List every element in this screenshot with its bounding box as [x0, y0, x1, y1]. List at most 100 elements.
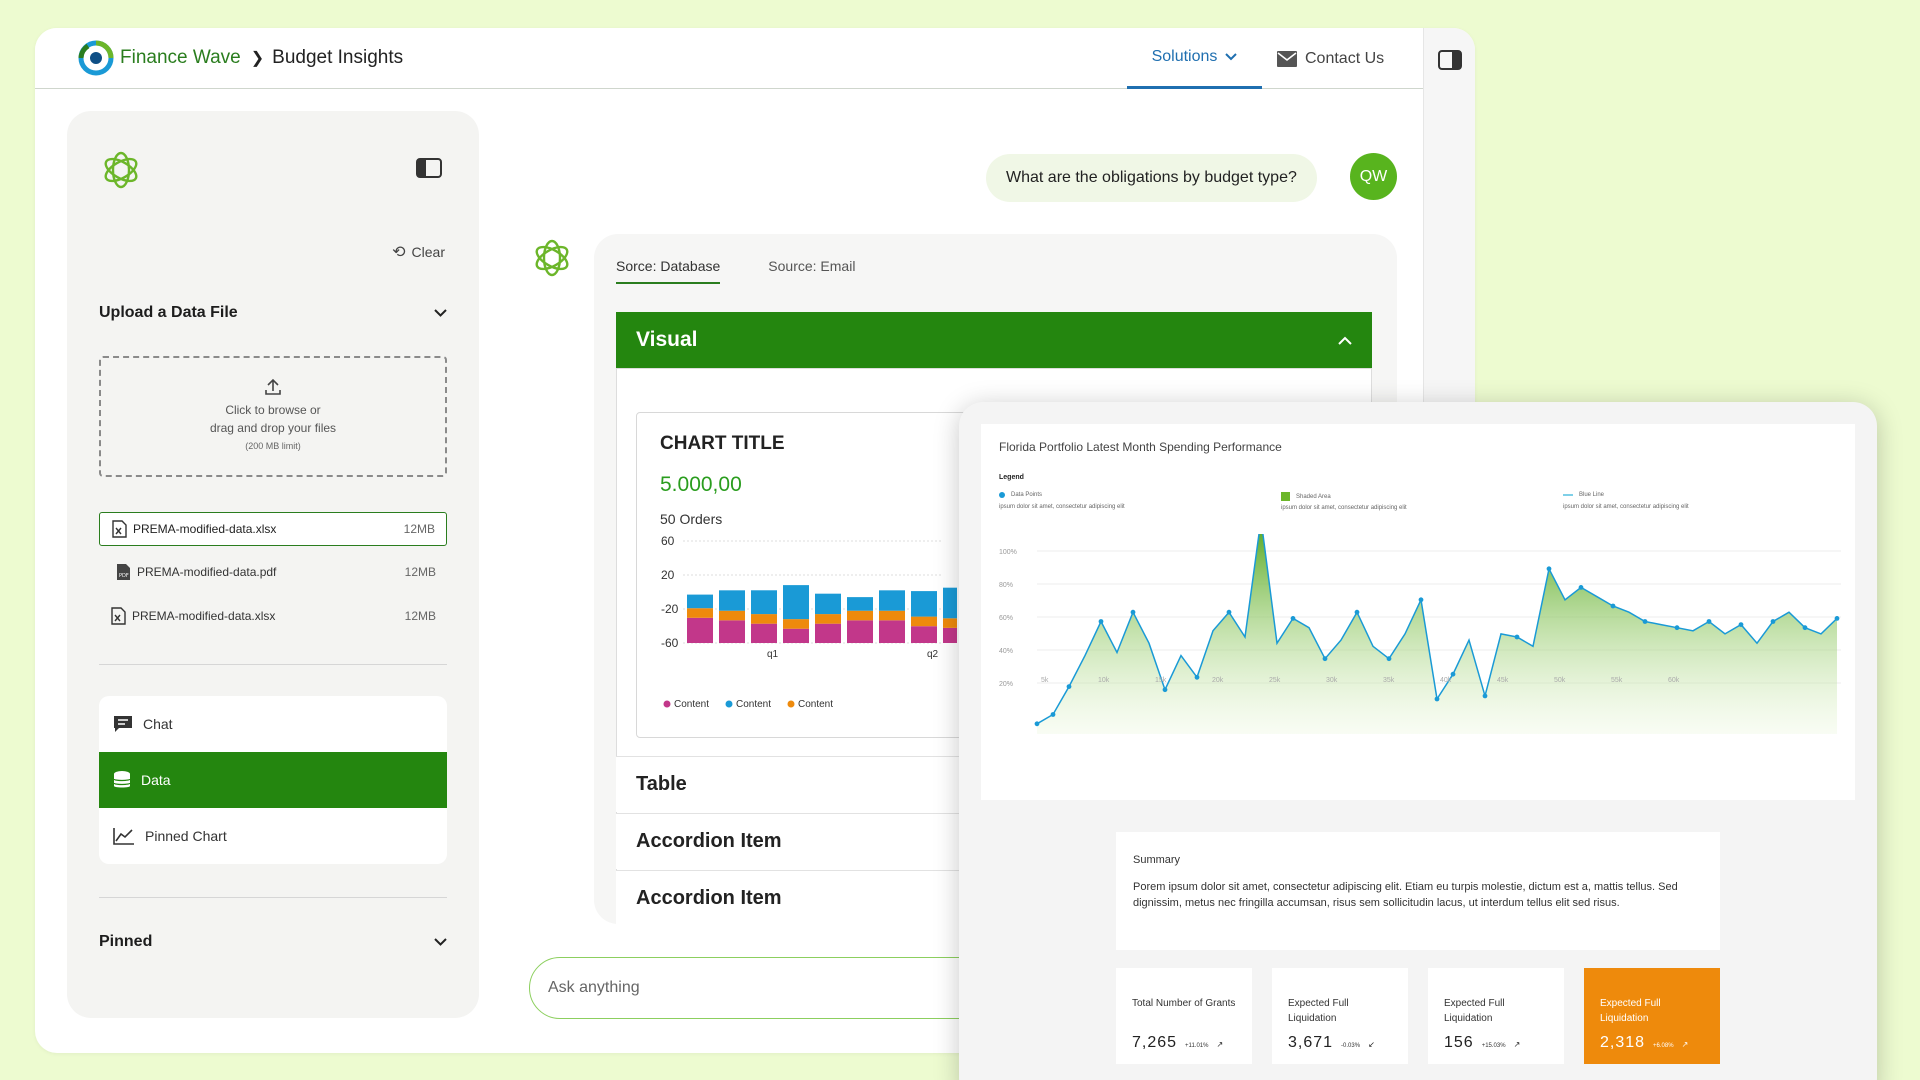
- chart-subtitle: 50 Orders: [660, 511, 723, 527]
- bar-segment: [847, 610, 873, 621]
- kpi-value: 156: [1444, 1034, 1474, 1051]
- legend-item: Blue Line ipsum dolor sit amet, consecte…: [1563, 492, 1689, 510]
- pinned-heading: Pinned: [99, 933, 153, 950]
- divider: [99, 897, 447, 898]
- avatar-initials: QW: [1359, 167, 1388, 185]
- y-tick-label: 60%: [999, 615, 1013, 622]
- x-tick-label: 55k: [1611, 677, 1623, 684]
- legend-desc: ipsum dolor sit amet, consectetur adipis…: [1563, 504, 1689, 510]
- file-item[interactable]: PDF PREMA-modified-data.pdf 12MB: [99, 555, 447, 589]
- data-point: [1066, 684, 1072, 689]
- user-message-text: What are the obligations by budget type?: [1006, 169, 1297, 186]
- bar-segment: [879, 590, 905, 611]
- bar-segment: [783, 628, 809, 643]
- chevron-up-icon: [1338, 336, 1352, 345]
- kpi-change: +15.03%: [1481, 1043, 1506, 1049]
- legend-dot: [725, 700, 733, 708]
- file-name: PREMA-modified-data.xlsx: [132, 609, 276, 623]
- bar-segment: [911, 616, 937, 627]
- clear-button[interactable]: ⟲ Clear: [392, 242, 445, 262]
- chart-title: Florida Portfolio Latest Month Spending …: [999, 440, 1282, 454]
- chart-title: CHART TITLE: [660, 433, 785, 454]
- legend-desc: ipsum dolor sit amet, consectetur adipis…: [1281, 505, 1407, 511]
- accordion-visual-label: Visual: [636, 328, 698, 351]
- file-size: 12MB: [404, 565, 436, 579]
- stacked-bar-chart: 60 20 -20 -60 q1 q2 Content Content Content: [661, 534, 957, 710]
- data-point: [1642, 619, 1648, 624]
- trend-up-icon: ↗: [1681, 1040, 1689, 1049]
- sidebar-item-label: Pinned Chart: [145, 828, 227, 844]
- x-tick-label: 20k: [1212, 677, 1224, 684]
- bar-segment: [687, 608, 713, 618]
- data-point: [1162, 687, 1168, 693]
- panel-toggle-icon[interactable]: [1438, 50, 1462, 70]
- data-point: [1354, 609, 1360, 615]
- bar-segment: [751, 590, 777, 615]
- sidebar-item-chat[interactable]: Chat: [99, 696, 447, 752]
- divider: [99, 664, 447, 665]
- tab-source-database[interactable]: Sorce: Database: [616, 258, 721, 284]
- nav-solutions[interactable]: Solutions: [1127, 28, 1262, 89]
- square-icon: [1281, 492, 1290, 501]
- accordion-visual-header[interactable]: Visual: [616, 312, 1372, 368]
- kpi-card: Expected Full Liquidation 3,671 -0.03% ↙: [1272, 968, 1408, 1064]
- bar-segment: [911, 626, 937, 643]
- file-dropzone[interactable]: Click to browse or drag and drop your fi…: [99, 356, 447, 477]
- page-title: Budget Insights: [272, 47, 404, 68]
- file-size: 12MB: [404, 609, 436, 623]
- nav-contact-us[interactable]: Contact Us: [1277, 28, 1384, 89]
- chat-icon: [114, 716, 132, 732]
- source-tabs: Sorce: Database Source: Email: [616, 258, 855, 284]
- kpi-label: Expected Full Liquidation: [1444, 998, 1505, 1024]
- data-point: [1322, 656, 1328, 662]
- bar-segment: [783, 619, 809, 629]
- kpi-label: Total Number of Grants: [1132, 998, 1236, 1009]
- bar-segment: [783, 585, 809, 620]
- assistant-logo-icon: [104, 151, 138, 189]
- kpi-change: +11.01%: [1185, 1043, 1209, 1049]
- accordion-item-label: Table: [636, 773, 687, 795]
- file-size: 12MB: [403, 522, 435, 536]
- top-navigation-bar: Finance Wave ❯ Budget Insights Solutions…: [35, 28, 1423, 89]
- upload-section-header[interactable]: Upload a Data File: [99, 304, 447, 322]
- y-tick-label: 20: [661, 568, 675, 582]
- data-point: [1098, 619, 1104, 624]
- x-tick-label: 25k: [1269, 677, 1281, 684]
- file-item[interactable]: PREMA-modified-data.xlsx 12MB: [99, 599, 447, 633]
- data-point: [1674, 625, 1680, 631]
- sidebar-item-pinned-chart[interactable]: Pinned Chart: [99, 808, 447, 864]
- brand-link[interactable]: Finance Wave: [120, 47, 241, 68]
- x-tick-label: 15k: [1155, 677, 1167, 684]
- legend-label: Shaded Area: [1296, 493, 1331, 500]
- bar-segment: [943, 587, 957, 619]
- x-tick-label: 40k: [1440, 677, 1452, 684]
- data-point: [1738, 622, 1744, 627]
- dropzone-line2: drag and drop your files: [209, 421, 337, 435]
- tab-source-email[interactable]: Source: Email: [768, 258, 856, 274]
- kpi-card-highlight: Expected Full Liquidation 2,318 +6.08% ↗: [1584, 968, 1720, 1064]
- sidebar-toggle-icon[interactable]: [416, 158, 442, 178]
- x-tick-label: 35k: [1383, 677, 1395, 684]
- kpi-value: 7,265: [1132, 1034, 1178, 1051]
- sidebar-nav: Chat Data Pinned Chart: [99, 696, 447, 864]
- kpi-change: -0.03%: [1341, 1043, 1361, 1049]
- x-tick-label: 60k: [1668, 677, 1680, 684]
- y-tick-label: 80%: [999, 582, 1013, 589]
- dropzone-limit: (200 MB limit): [245, 441, 301, 451]
- trend-up-icon: ↗: [1513, 1040, 1521, 1049]
- accordion-item-label: Accordion Item: [636, 830, 782, 852]
- clear-label: Clear: [411, 244, 445, 260]
- data-point: [1034, 721, 1040, 727]
- kpi-label: Expected Full Liquidation: [1600, 998, 1661, 1024]
- bar-segment: [815, 623, 841, 643]
- x-tick-label: 45k: [1497, 677, 1509, 684]
- chevron-down-icon: [434, 309, 447, 317]
- upload-icon: [265, 378, 281, 395]
- file-item[interactable]: PREMA-modified-data.xlsx 12MB: [99, 512, 447, 546]
- avatar[interactable]: QW: [1350, 153, 1397, 200]
- bar-segment: [943, 618, 957, 628]
- bar-segment: [719, 590, 745, 611]
- sidebar-item-data[interactable]: Data: [99, 752, 447, 808]
- summary-text: Porem ipsum dolor sit amet, consectetur …: [1133, 881, 1678, 909]
- pinned-section-header[interactable]: Pinned: [99, 933, 447, 951]
